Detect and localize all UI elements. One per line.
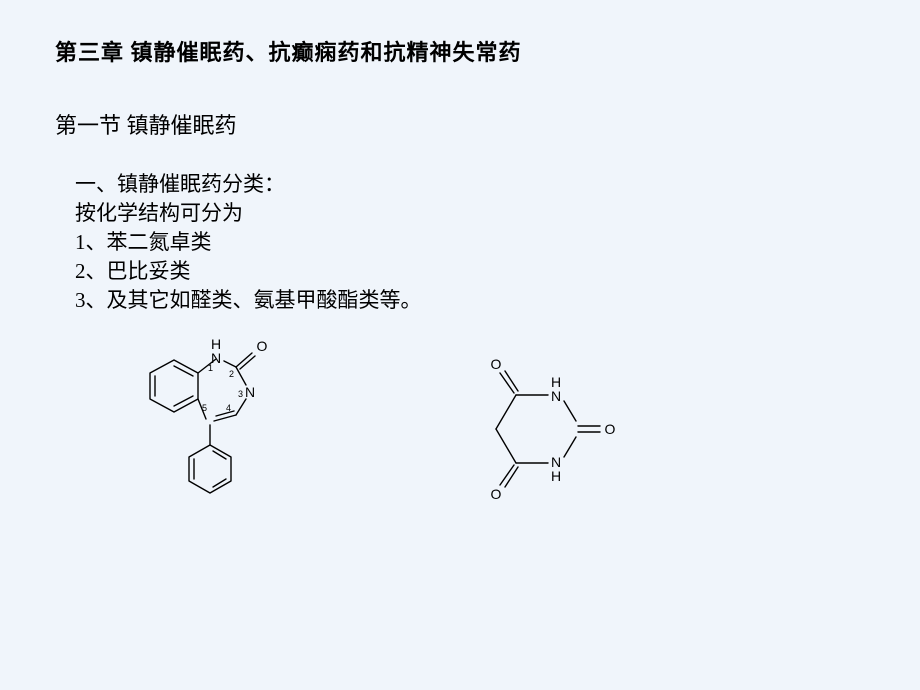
benzodiazepine-structure: H N O N 1 2 3 4 5 [130,335,290,535]
list-item-2: 2、巴比妥类 [75,257,422,286]
label-N3: N [245,384,255,400]
chapter-title: 第三章 镇静催眠药、抗癫痫药和抗精神失常药 [55,35,522,67]
label-O-right: O [605,421,616,437]
label-H-bottom: H [551,468,561,484]
label-O-top: O [257,338,268,354]
label-num4: 4 [226,403,231,413]
label-num3: 3 [238,389,243,399]
list-item-1: 1、苯二氮卓类 [75,228,422,257]
label-num2: 2 [229,369,234,379]
section-title: 第一节 镇静催眠药 [55,108,237,140]
slide-page: 第三章 镇静催眠药、抗癫痫药和抗精神失常药 第一节 镇静催眠药 一、镇静催眠药分… [0,0,920,690]
list-item-3: 3、及其它如醛类、氨基甲酸酯类等。 [75,286,422,315]
label-num5: 5 [202,403,207,413]
label-O-bottom: O [491,486,502,502]
heading-sub: 按化学结构可分为 [75,199,422,228]
label-O-top: O [491,356,502,372]
content-block: 一、镇静催眠药分类： 按化学结构可分为 1、苯二氮卓类 2、巴比妥类 3、及其它… [75,170,422,315]
label-N-top: N [551,388,561,404]
heading-classification: 一、镇静催眠药分类： [75,170,422,199]
label-num1: 1 [208,363,213,373]
barbituric-acid-structure: O O O H N N H [460,355,620,525]
